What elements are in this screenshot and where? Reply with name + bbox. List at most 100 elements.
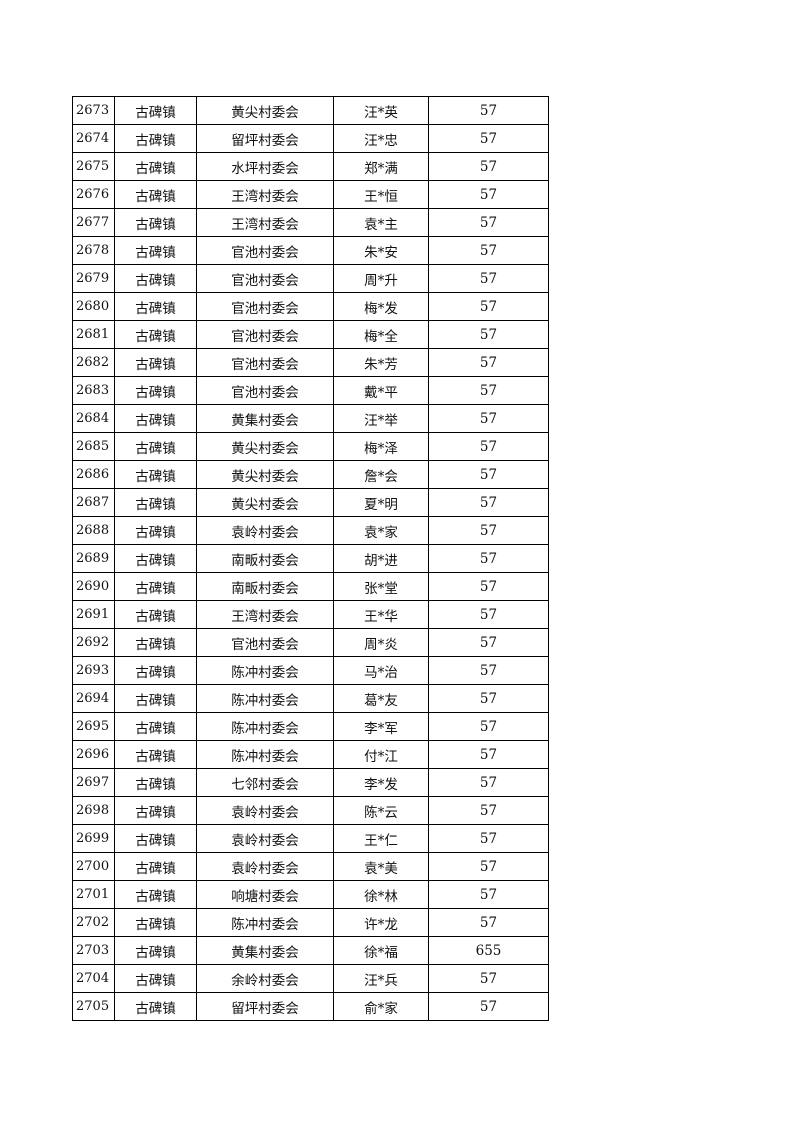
table-row: 2683 古碑镇 官池村委会 戴*平 57 <box>72 376 549 405</box>
person-name-cell: 汪*兵 <box>333 964 429 993</box>
person-name-cell: 郑*满 <box>333 152 429 181</box>
amount-cell: 57 <box>428 236 549 265</box>
amount-cell: 57 <box>428 320 549 349</box>
amount-cell: 57 <box>428 516 549 545</box>
amount-cell: 57 <box>428 460 549 489</box>
table-row: 2685 古碑镇 黄尖村委会 梅*泽 57 <box>72 432 549 461</box>
town-cell: 古碑镇 <box>114 908 197 937</box>
table-row: 2677 古碑镇 王湾村委会 袁*主 57 <box>72 208 549 237</box>
table-row: 2698 古碑镇 袁岭村委会 陈*云 57 <box>72 796 549 825</box>
person-name-cell: 梅*全 <box>333 320 429 349</box>
village-committee-cell: 袁岭村委会 <box>196 796 334 825</box>
table-row: 2692 古碑镇 官池村委会 周*炎 57 <box>72 628 549 657</box>
village-committee-cell: 官池村委会 <box>196 264 334 293</box>
person-name-cell: 李*发 <box>333 768 429 797</box>
table-row: 2682 古碑镇 官池村委会 朱*芳 57 <box>72 348 549 377</box>
amount-cell: 57 <box>428 796 549 825</box>
row-number-cell: 2698 <box>72 796 115 825</box>
table-row: 2690 古碑镇 南畈村委会 张*堂 57 <box>72 572 549 601</box>
amount-cell: 57 <box>428 292 549 321</box>
row-number-cell: 2678 <box>72 236 115 265</box>
village-committee-cell: 官池村委会 <box>196 320 334 349</box>
person-name-cell: 周*升 <box>333 264 429 293</box>
row-number-cell: 2676 <box>72 180 115 209</box>
town-cell: 古碑镇 <box>114 124 197 153</box>
town-cell: 古碑镇 <box>114 656 197 685</box>
person-name-cell: 戴*平 <box>333 376 429 405</box>
table-row: 2689 古碑镇 南畈村委会 胡*进 57 <box>72 544 549 573</box>
table-row: 2702 古碑镇 陈冲村委会 许*龙 57 <box>72 908 549 937</box>
table-row: 2699 古碑镇 袁岭村委会 王*仁 57 <box>72 824 549 853</box>
village-committee-cell: 官池村委会 <box>196 348 334 377</box>
village-committee-cell: 留坪村委会 <box>196 992 334 1021</box>
village-committee-cell: 黄集村委会 <box>196 404 334 433</box>
amount-cell: 57 <box>428 880 549 909</box>
table-row: 2678 古碑镇 官池村委会 朱*安 57 <box>72 236 549 265</box>
person-name-cell: 俞*家 <box>333 992 429 1021</box>
village-committee-cell: 陈冲村委会 <box>196 740 334 769</box>
row-number-cell: 2705 <box>72 992 115 1021</box>
amount-cell: 57 <box>428 124 549 153</box>
town-cell: 古碑镇 <box>114 320 197 349</box>
town-cell: 古碑镇 <box>114 348 197 377</box>
village-committee-cell: 南畈村委会 <box>196 544 334 573</box>
table-row: 2679 古碑镇 官池村委会 周*升 57 <box>72 264 549 293</box>
town-cell: 古碑镇 <box>114 684 197 713</box>
row-number-cell: 2685 <box>72 432 115 461</box>
village-committee-cell: 官池村委会 <box>196 628 334 657</box>
town-cell: 古碑镇 <box>114 628 197 657</box>
town-cell: 古碑镇 <box>114 208 197 237</box>
row-number-cell: 2681 <box>72 320 115 349</box>
row-number-cell: 2689 <box>72 544 115 573</box>
amount-cell: 57 <box>428 964 549 993</box>
town-cell: 古碑镇 <box>114 432 197 461</box>
town-cell: 古碑镇 <box>114 852 197 881</box>
person-name-cell: 王*仁 <box>333 824 429 853</box>
person-name-cell: 詹*会 <box>333 460 429 489</box>
row-number-cell: 2693 <box>72 656 115 685</box>
row-number-cell: 2684 <box>72 404 115 433</box>
person-name-cell: 徐*福 <box>333 936 429 965</box>
village-committee-cell: 官池村委会 <box>196 292 334 321</box>
row-number-cell: 2680 <box>72 292 115 321</box>
person-name-cell: 袁*主 <box>333 208 429 237</box>
village-committee-cell: 黄集村委会 <box>196 936 334 965</box>
row-number-cell: 2704 <box>72 964 115 993</box>
row-number-cell: 2699 <box>72 824 115 853</box>
amount-cell: 57 <box>428 488 549 517</box>
town-cell: 古碑镇 <box>114 488 197 517</box>
table-row: 2676 古碑镇 王湾村委会 王*恒 57 <box>72 180 549 209</box>
amount-cell: 57 <box>428 656 549 685</box>
town-cell: 古碑镇 <box>114 152 197 181</box>
town-cell: 古碑镇 <box>114 824 197 853</box>
table-body: 2673 古碑镇 黄尖村委会 汪*英 57 2674 古碑镇 留坪村委会 汪*忠 57 2675 古碑… <box>72 96 549 1021</box>
person-name-cell: 汪*英 <box>333 96 429 125</box>
person-name-cell: 汪*忠 <box>333 124 429 153</box>
row-number-cell: 2703 <box>72 936 115 965</box>
town-cell: 古碑镇 <box>114 740 197 769</box>
row-number-cell: 2695 <box>72 712 115 741</box>
table-row: 2696 古碑镇 陈冲村委会 付*江 57 <box>72 740 549 769</box>
village-committee-cell: 陈冲村委会 <box>196 712 334 741</box>
amount-cell: 57 <box>428 600 549 629</box>
town-cell: 古碑镇 <box>114 180 197 209</box>
person-name-cell: 汪*举 <box>333 404 429 433</box>
row-number-cell: 2677 <box>72 208 115 237</box>
village-committee-cell: 南畈村委会 <box>196 572 334 601</box>
row-number-cell: 2679 <box>72 264 115 293</box>
amount-cell: 57 <box>428 404 549 433</box>
table-row: 2700 古碑镇 袁岭村委会 袁*美 57 <box>72 852 549 881</box>
person-name-cell: 张*堂 <box>333 572 429 601</box>
row-number-cell: 2692 <box>72 628 115 657</box>
row-number-cell: 2683 <box>72 376 115 405</box>
amount-cell: 57 <box>428 180 549 209</box>
town-cell: 古碑镇 <box>114 404 197 433</box>
table-row: 2694 古碑镇 陈冲村委会 葛*友 57 <box>72 684 549 713</box>
amount-cell: 57 <box>428 544 549 573</box>
person-name-cell: 胡*进 <box>333 544 429 573</box>
town-cell: 古碑镇 <box>114 992 197 1021</box>
person-name-cell: 梅*泽 <box>333 432 429 461</box>
table-row: 2704 古碑镇 余岭村委会 汪*兵 57 <box>72 964 549 993</box>
town-cell: 古碑镇 <box>114 544 197 573</box>
row-number-cell: 2700 <box>72 852 115 881</box>
